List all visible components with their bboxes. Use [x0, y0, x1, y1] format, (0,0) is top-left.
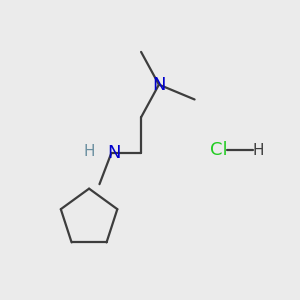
Text: N: N: [152, 76, 166, 94]
Text: H: H: [253, 142, 264, 158]
Text: H: H: [84, 144, 95, 159]
Text: Cl: Cl: [209, 141, 227, 159]
Text: N: N: [108, 144, 121, 162]
